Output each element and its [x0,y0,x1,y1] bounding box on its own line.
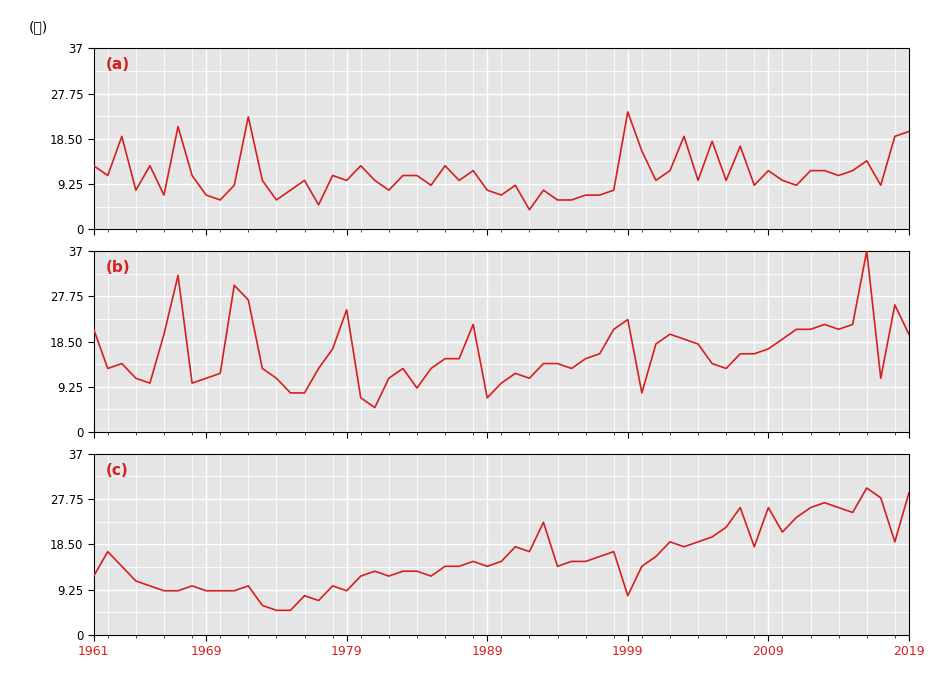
Text: (天): (天) [28,20,48,34]
Text: (c): (c) [106,463,128,478]
Text: (b): (b) [106,260,130,275]
Text: (a): (a) [106,57,130,72]
